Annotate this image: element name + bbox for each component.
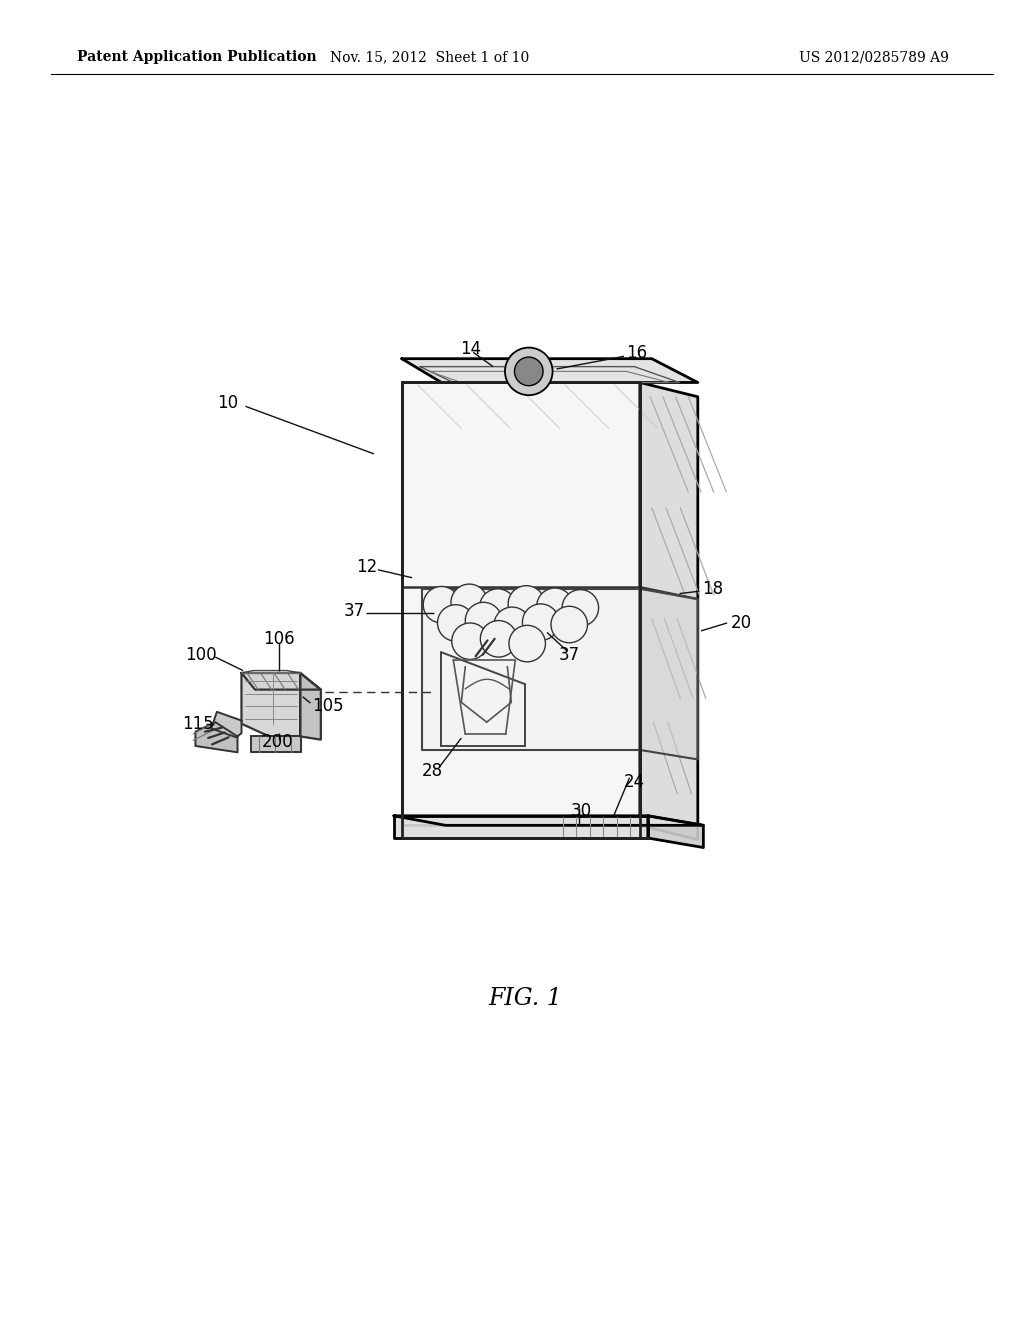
Polygon shape <box>251 737 301 752</box>
Polygon shape <box>211 711 242 738</box>
Circle shape <box>522 605 559 640</box>
Circle shape <box>509 626 546 661</box>
Text: 28: 28 <box>422 763 442 780</box>
Text: 24: 24 <box>624 772 645 791</box>
Polygon shape <box>401 359 697 383</box>
Polygon shape <box>242 671 301 673</box>
Text: Patent Application Publication: Patent Application Publication <box>77 50 316 65</box>
Circle shape <box>480 620 517 657</box>
Polygon shape <box>394 816 703 825</box>
Text: Nov. 15, 2012  Sheet 1 of 10: Nov. 15, 2012 Sheet 1 of 10 <box>331 50 529 65</box>
Circle shape <box>514 358 543 385</box>
Circle shape <box>465 602 502 639</box>
Text: 30: 30 <box>570 803 592 820</box>
Polygon shape <box>422 589 640 750</box>
Text: 14: 14 <box>460 341 481 358</box>
Circle shape <box>537 587 573 624</box>
Text: 106: 106 <box>263 630 295 648</box>
Circle shape <box>551 606 588 643</box>
Polygon shape <box>242 673 321 689</box>
Polygon shape <box>401 383 640 825</box>
Text: 20: 20 <box>731 614 753 632</box>
Circle shape <box>508 586 545 622</box>
Text: US 2012/0285789 A9: US 2012/0285789 A9 <box>799 50 948 65</box>
Circle shape <box>452 623 488 660</box>
Text: 105: 105 <box>312 697 344 715</box>
Circle shape <box>494 607 530 644</box>
Circle shape <box>505 347 553 395</box>
Polygon shape <box>648 816 703 847</box>
Text: FIG. 1: FIG. 1 <box>487 987 562 1010</box>
Text: 18: 18 <box>702 579 724 598</box>
Polygon shape <box>196 722 238 752</box>
Circle shape <box>479 589 516 626</box>
Circle shape <box>423 586 460 623</box>
Text: 10: 10 <box>217 395 238 412</box>
Circle shape <box>437 605 474 642</box>
Polygon shape <box>640 589 697 759</box>
Text: 37: 37 <box>559 645 580 664</box>
Polygon shape <box>300 673 321 739</box>
Text: 12: 12 <box>356 558 378 577</box>
Text: 100: 100 <box>185 645 217 664</box>
Text: 200: 200 <box>261 733 293 751</box>
Polygon shape <box>242 673 300 737</box>
Circle shape <box>562 590 599 626</box>
Text: 16: 16 <box>627 345 647 362</box>
Polygon shape <box>640 383 697 840</box>
Text: 115: 115 <box>182 714 214 733</box>
Text: 37: 37 <box>344 602 365 620</box>
Circle shape <box>451 583 487 620</box>
Polygon shape <box>394 816 648 838</box>
